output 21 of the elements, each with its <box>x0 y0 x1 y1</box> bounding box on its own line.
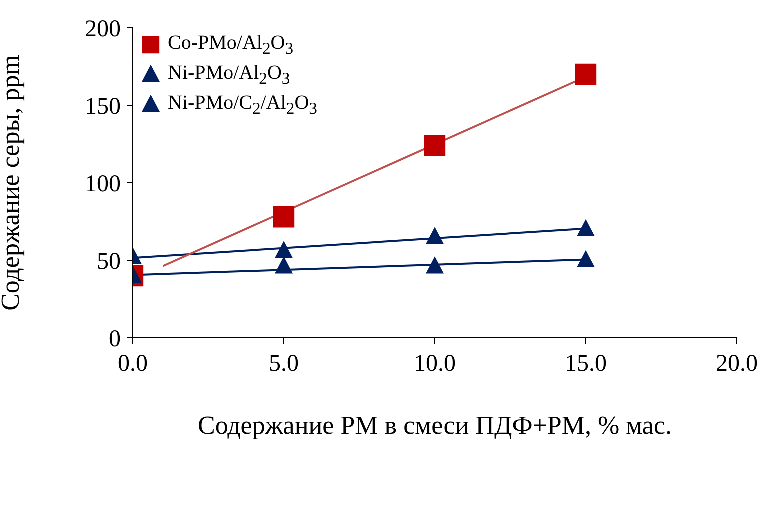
y-axis-title: Содержание серы, ppm <box>0 55 26 311</box>
x-axis-title: Содержание РМ в смеси ПДФ+РМ, % мас. <box>198 411 672 440</box>
point <box>426 257 444 274</box>
legend-label: Ni-PMo/C$_{2}$/Al$_{2}$O$_{3}$ <box>168 92 318 118</box>
y-tick-label: 150 <box>85 94 121 120</box>
point <box>424 135 446 156</box>
x-tick-label: 10.0 <box>414 351 456 378</box>
point <box>577 251 595 268</box>
legend-label: Co-PMo/Al$_{2}$O$_{3}$ <box>168 32 294 58</box>
x-tick-label: 0.0 <box>118 351 148 378</box>
x-tick-label: 20.0 <box>716 351 758 378</box>
legend-label: Ni-PMo/Al$_{2}$O$_{3}$ <box>168 62 290 88</box>
y-tick-label: 0 <box>109 326 121 353</box>
x-tick-label: 5.0 <box>269 351 299 378</box>
point <box>577 220 595 236</box>
y-tick-label: 50 <box>97 249 121 276</box>
point <box>426 228 444 244</box>
y-tick-label: 100 <box>85 172 121 198</box>
point <box>575 64 597 86</box>
y-tick-label: 200 <box>85 16 121 43</box>
x-tick-label: 15.0 <box>565 351 607 378</box>
